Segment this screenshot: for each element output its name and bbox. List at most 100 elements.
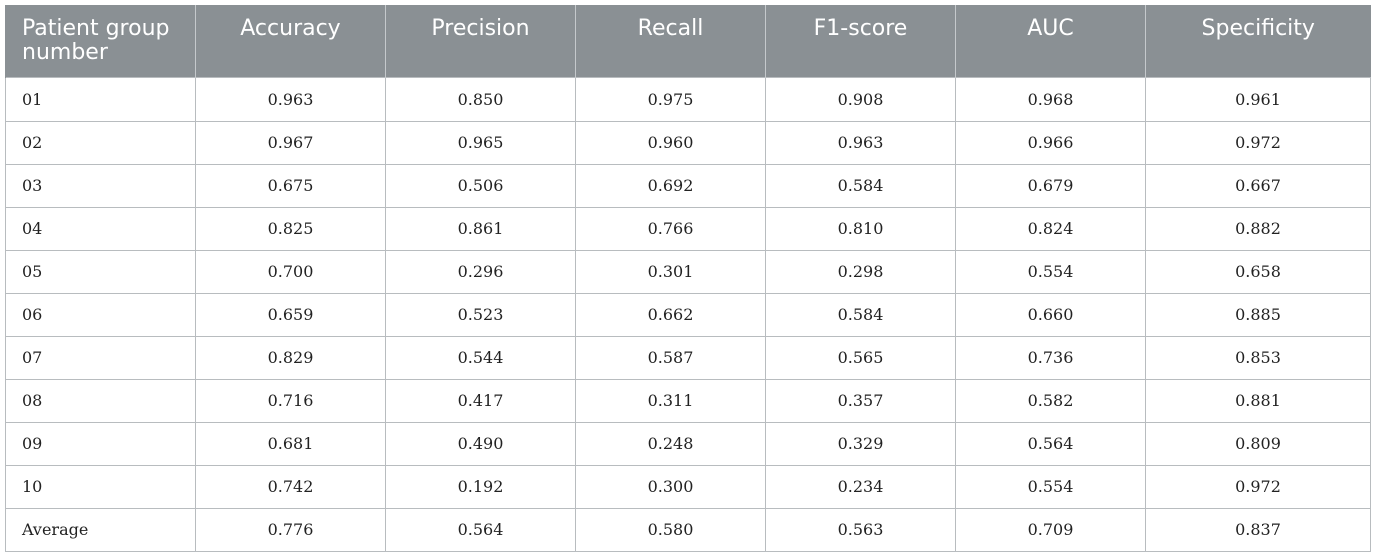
cell-accuracy: 0.675 xyxy=(195,163,386,208)
cell-specificity: 0.961 xyxy=(1145,76,1371,122)
results-table: Patient group number Accuracy Precision … xyxy=(5,5,1371,552)
table-header: Patient group number Accuracy Precision … xyxy=(5,5,1371,77)
cell-precision: 0.192 xyxy=(385,464,576,509)
cell-auc: 0.679 xyxy=(955,163,1146,208)
cell-accuracy: 0.776 xyxy=(195,507,386,552)
cell-specificity: 0.667 xyxy=(1145,163,1371,208)
cell-specificity: 0.837 xyxy=(1145,507,1371,552)
cell-specificity: 0.853 xyxy=(1145,335,1371,380)
cell-patient-group: 09 xyxy=(5,421,196,466)
cell-precision: 0.861 xyxy=(385,206,576,251)
header-specificity: Specificity xyxy=(1145,5,1371,77)
cell-recall: 0.587 xyxy=(575,335,766,380)
cell-recall: 0.301 xyxy=(575,249,766,294)
header-recall: Recall xyxy=(575,5,766,77)
cell-accuracy: 0.659 xyxy=(195,292,386,337)
cell-accuracy: 0.716 xyxy=(195,378,386,423)
table-row: 02 0.967 0.965 0.960 0.963 0.966 0.972 xyxy=(5,120,1371,165)
cell-patient-group: 06 xyxy=(5,292,196,337)
cell-specificity: 0.972 xyxy=(1145,120,1371,165)
cell-specificity: 0.658 xyxy=(1145,249,1371,294)
table-row: 01 0.963 0.850 0.975 0.908 0.968 0.961 xyxy=(5,76,1371,122)
cell-f1-score: 0.584 xyxy=(765,292,956,337)
cell-recall: 0.692 xyxy=(575,163,766,208)
cell-f1-score: 0.329 xyxy=(765,421,956,466)
cell-specificity: 0.972 xyxy=(1145,464,1371,509)
cell-auc: 0.968 xyxy=(955,76,1146,122)
table-row: 03 0.675 0.506 0.692 0.584 0.679 0.667 xyxy=(5,163,1371,208)
cell-patient-group: 02 xyxy=(5,120,196,165)
cell-accuracy: 0.963 xyxy=(195,76,386,122)
cell-f1-score: 0.963 xyxy=(765,120,956,165)
cell-precision: 0.417 xyxy=(385,378,576,423)
cell-f1-score: 0.565 xyxy=(765,335,956,380)
cell-specificity: 0.809 xyxy=(1145,421,1371,466)
cell-accuracy: 0.829 xyxy=(195,335,386,380)
table-row: 05 0.700 0.296 0.301 0.298 0.554 0.658 xyxy=(5,249,1371,294)
results-table-container: Patient group number Accuracy Precision … xyxy=(5,5,1371,552)
cell-precision: 0.544 xyxy=(385,335,576,380)
table-row: 09 0.681 0.490 0.248 0.329 0.564 0.809 xyxy=(5,421,1371,466)
cell-precision: 0.965 xyxy=(385,120,576,165)
cell-auc: 0.582 xyxy=(955,378,1146,423)
cell-recall: 0.960 xyxy=(575,120,766,165)
table-row: 04 0.825 0.861 0.766 0.810 0.824 0.882 xyxy=(5,206,1371,251)
table-row: 06 0.659 0.523 0.662 0.584 0.660 0.885 xyxy=(5,292,1371,337)
cell-patient-group: 10 xyxy=(5,464,196,509)
cell-accuracy: 0.742 xyxy=(195,464,386,509)
table-row: Average 0.776 0.564 0.580 0.563 0.709 0.837 xyxy=(5,507,1371,552)
cell-auc: 0.736 xyxy=(955,335,1146,380)
cell-patient-group: 08 xyxy=(5,378,196,423)
header-accuracy: Accuracy xyxy=(195,5,386,77)
table-row: 08 0.716 0.417 0.311 0.357 0.582 0.881 xyxy=(5,378,1371,423)
cell-patient-group: 04 xyxy=(5,206,196,251)
cell-patient-group: 05 xyxy=(5,249,196,294)
header-auc: AUC xyxy=(955,5,1146,77)
cell-f1-score: 0.357 xyxy=(765,378,956,423)
cell-auc: 0.564 xyxy=(955,421,1146,466)
cell-auc: 0.554 xyxy=(955,249,1146,294)
cell-precision: 0.490 xyxy=(385,421,576,466)
cell-accuracy: 0.825 xyxy=(195,206,386,251)
cell-precision: 0.850 xyxy=(385,76,576,122)
cell-f1-score: 0.298 xyxy=(765,249,956,294)
cell-auc: 0.554 xyxy=(955,464,1146,509)
cell-patient-group: 03 xyxy=(5,163,196,208)
cell-f1-score: 0.563 xyxy=(765,507,956,552)
cell-f1-score: 0.908 xyxy=(765,76,956,122)
cell-patient-group: 07 xyxy=(5,335,196,380)
cell-patient-group: Average xyxy=(5,507,196,552)
table-body: 01 0.963 0.850 0.975 0.908 0.968 0.961 02 0.967 0… xyxy=(5,76,1371,552)
cell-recall: 0.975 xyxy=(575,76,766,122)
cell-specificity: 0.885 xyxy=(1145,292,1371,337)
cell-auc: 0.824 xyxy=(955,206,1146,251)
cell-recall: 0.248 xyxy=(575,421,766,466)
cell-auc: 0.660 xyxy=(955,292,1146,337)
cell-auc: 0.966 xyxy=(955,120,1146,165)
cell-recall: 0.766 xyxy=(575,206,766,251)
cell-precision: 0.564 xyxy=(385,507,576,552)
cell-accuracy: 0.967 xyxy=(195,120,386,165)
cell-recall: 0.300 xyxy=(575,464,766,509)
cell-accuracy: 0.681 xyxy=(195,421,386,466)
cell-recall: 0.580 xyxy=(575,507,766,552)
cell-auc: 0.709 xyxy=(955,507,1146,552)
cell-f1-score: 0.584 xyxy=(765,163,956,208)
cell-precision: 0.506 xyxy=(385,163,576,208)
cell-precision: 0.523 xyxy=(385,292,576,337)
cell-precision: 0.296 xyxy=(385,249,576,294)
cell-f1-score: 0.234 xyxy=(765,464,956,509)
cell-patient-group: 01 xyxy=(5,76,196,122)
cell-specificity: 0.881 xyxy=(1145,378,1371,423)
header-f1-score: F1-score xyxy=(765,5,956,77)
table-row: 07 0.829 0.544 0.587 0.565 0.736 0.853 xyxy=(5,335,1371,380)
cell-accuracy: 0.700 xyxy=(195,249,386,294)
header-row: Patient group number Accuracy Precision … xyxy=(5,5,1371,77)
table-row: 10 0.742 0.192 0.300 0.234 0.554 0.972 xyxy=(5,464,1371,509)
cell-f1-score: 0.810 xyxy=(765,206,956,251)
cell-recall: 0.662 xyxy=(575,292,766,337)
header-patient-group-number: Patient group number xyxy=(5,5,196,77)
header-precision: Precision xyxy=(385,5,576,77)
cell-specificity: 0.882 xyxy=(1145,206,1371,251)
cell-recall: 0.311 xyxy=(575,378,766,423)
